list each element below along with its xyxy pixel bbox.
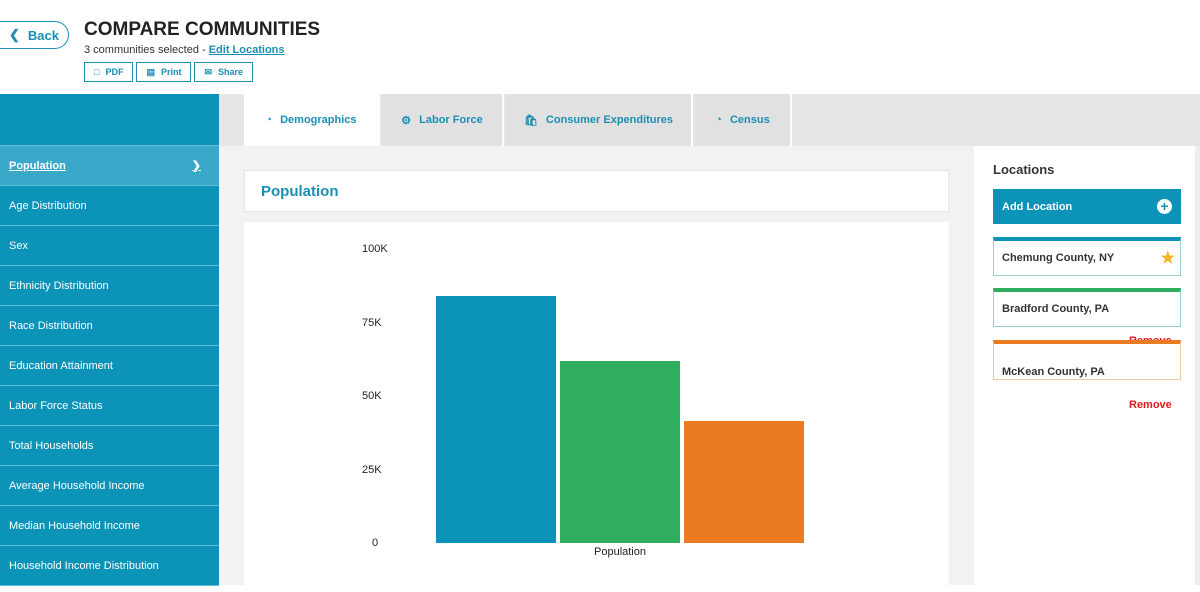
tab-consumer-expenditures[interactable]: 🛍 Consumer Expenditures: [506, 94, 693, 146]
envelope-icon: ✉: [204, 66, 213, 77]
gears-icon: ⚙: [401, 114, 412, 127]
main-content: Population 0 25K 50K 75K 100K Population: [219, 146, 974, 592]
sidebar-item[interactable]: Age Distribution: [0, 186, 219, 226]
bar-mckean-county-pa[interactable]: [684, 420, 804, 543]
population-chart: 0 25K 50K 75K 100K Population: [244, 222, 949, 592]
y-tick-label: 25K: [362, 463, 382, 476]
sidebar-item[interactable]: Household Income Distribution: [0, 546, 219, 586]
pie-chart-icon: ◔: [715, 114, 722, 126]
tab-labor-force[interactable]: ⚙ Labor Force: [382, 94, 504, 146]
sidebar: Population ❯ Age Distribution Sex Ethnicity …: [0, 94, 219, 586]
y-tick-label: 0: [372, 537, 379, 549]
plus-circle-icon: +: [1157, 199, 1172, 214]
tab-bar: ◔ Demographics ⚙ Labor Force 🛍 Consumer Exp…: [219, 94, 1200, 146]
tab-census[interactable]: ◔ Census: [695, 94, 792, 146]
print-button[interactable]: ▤ Print: [136, 62, 192, 82]
page-title: COMPARE COMMUNITIES: [84, 19, 321, 40]
pie-chart-icon: ◔: [265, 114, 273, 126]
share-button[interactable]: ✉ Share: [194, 62, 254, 82]
edit-locations-link[interactable]: Edit Locations: [208, 44, 285, 56]
sidebar-item[interactable]: Education Attainment: [0, 346, 219, 386]
sidebar-item[interactable]: Average Household Income: [0, 466, 219, 506]
locations-title: Locations: [993, 162, 1055, 177]
bar-chemung-county-ny[interactable]: [436, 296, 556, 543]
y-tick-label: 100K: [362, 243, 388, 255]
file-icon: □: [94, 67, 100, 77]
printer-icon: ▤: [146, 66, 155, 77]
location-card[interactable]: Chemung County, NY ★: [993, 237, 1181, 276]
pdf-button[interactable]: □ PDF: [84, 62, 134, 82]
sidebar-item[interactable]: Population ❯: [0, 146, 219, 186]
sidebar-item[interactable]: Ethnicity Distribution: [0, 266, 219, 306]
add-location-button[interactable]: Add Location +: [993, 189, 1181, 224]
pin-icon[interactable]: ★: [1160, 250, 1175, 267]
chevron-right-icon: ❯: [191, 160, 201, 172]
sidebar-item[interactable]: Sex: [0, 226, 219, 266]
remove-button[interactable]: Remove: [1129, 399, 1172, 411]
x-tick-label: Population: [594, 546, 646, 558]
tab-demographics[interactable]: ◔ Demographics: [244, 94, 380, 146]
bar-bradford-county-pa[interactable]: [560, 360, 680, 543]
back-button[interactable]: ❮ Back: [0, 21, 69, 49]
y-tick-label: 50K: [362, 390, 382, 402]
chevron-left-icon: ❮: [9, 27, 20, 42]
y-tick-label: 75K: [362, 316, 382, 329]
location-card[interactable]: Bradford County, PA: [993, 288, 1181, 327]
locations-panel: Locations Add Location + Chemung County, …: [974, 146, 1200, 585]
scrollbar[interactable]: [1195, 146, 1200, 585]
sidebar-item[interactable]: Median Household Income: [0, 506, 219, 546]
shopping-bag-icon: 🛍: [523, 114, 538, 127]
selection-summary: 3 communities selected - Edit Locations: [84, 44, 285, 56]
section-title: Population: [244, 170, 949, 212]
sidebar-item[interactable]: Total Households: [0, 426, 219, 466]
sidebar-item[interactable]: Race Distribution: [0, 306, 219, 346]
location-card[interactable]: McKean County, PA: [993, 340, 1181, 380]
sidebar-item[interactable]: Labor Force Status: [0, 386, 219, 426]
